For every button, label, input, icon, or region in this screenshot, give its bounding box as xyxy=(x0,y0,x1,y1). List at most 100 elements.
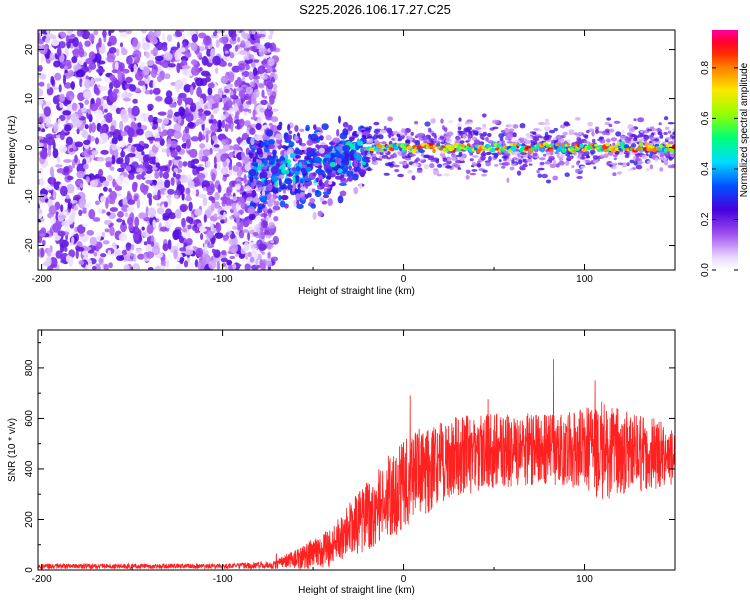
spectrogram-cell xyxy=(259,107,265,113)
spectrogram-cell xyxy=(280,160,288,164)
spectrogram-cell xyxy=(654,157,659,162)
spectrogram-cell xyxy=(371,153,377,157)
spectrogram-cell xyxy=(496,143,502,148)
y-axis-label: Frequency (Hz) xyxy=(7,116,18,185)
spectrogram-cell xyxy=(210,48,216,59)
spectrogram-cell xyxy=(612,172,617,177)
spectrogram-cell xyxy=(182,94,187,102)
spectrogram-cell xyxy=(166,114,173,119)
spectrogram-cell xyxy=(130,252,134,257)
spectrogram-cell xyxy=(91,265,97,270)
spectrogram-cell xyxy=(93,77,103,82)
spectrogram-cell xyxy=(258,47,265,57)
spectrogram-cell xyxy=(248,213,256,221)
spectrogram-cell xyxy=(523,139,529,143)
spectrogram-cell xyxy=(562,131,568,136)
spectrogram-cell xyxy=(215,67,219,74)
spectrogram-cell xyxy=(436,142,441,147)
spectrogram-cell xyxy=(122,219,126,226)
spectrogram-cell xyxy=(286,159,291,165)
spectrogram-cell xyxy=(50,216,56,226)
spectrogram-cell xyxy=(74,141,84,148)
spectrogram-cell xyxy=(519,165,525,171)
spectrogram-cell xyxy=(85,176,90,183)
spectrogram-cell xyxy=(281,145,288,149)
spectrogram-cell xyxy=(99,132,109,143)
spectrogram-cell xyxy=(203,35,212,46)
spectrogram-cell xyxy=(321,123,329,131)
spectrogram-cell xyxy=(335,146,341,151)
spectrogram-cell xyxy=(347,176,353,182)
spectrogram-cell xyxy=(239,50,248,55)
spectrogram-cell xyxy=(353,186,359,195)
spectrogram-cell xyxy=(485,136,489,142)
spectrogram-cell xyxy=(75,246,85,252)
spectrogram-cell xyxy=(270,256,279,262)
spectrogram-cell xyxy=(249,174,254,183)
spectrogram-cell xyxy=(89,62,97,70)
spectrogram-cell xyxy=(131,263,141,270)
spectrogram-cell xyxy=(560,124,566,129)
spectrogram-cell xyxy=(252,232,259,236)
spectrogram-cell xyxy=(250,137,255,146)
spectrogram-cell xyxy=(239,210,243,216)
spectrogram-cell xyxy=(254,140,260,144)
spectrogram-cell xyxy=(472,155,479,158)
spectrogram-cell xyxy=(246,100,251,105)
spectrogram-cell xyxy=(492,126,499,130)
spectrogram-cell xyxy=(87,108,92,115)
spectrogram-cell xyxy=(349,136,355,142)
spectrogram-cell xyxy=(224,111,229,119)
spectrogram-cell xyxy=(545,179,552,184)
spectrogram-cell xyxy=(649,164,654,170)
spectrogram-cell xyxy=(60,204,64,212)
spectrogram-cell xyxy=(613,120,621,124)
spectrogram-cell xyxy=(630,127,636,133)
spectrogram-cell xyxy=(261,89,265,98)
spectrogram-cell xyxy=(591,138,596,143)
spectrogram-cell xyxy=(595,126,600,130)
spectrogram-cell xyxy=(102,180,110,187)
spectrogram-cell xyxy=(149,89,153,95)
spectrogram-cell xyxy=(232,196,238,202)
spectrogram-cell xyxy=(179,174,189,184)
spectrogram-cell xyxy=(40,218,45,223)
spectrogram-cell xyxy=(124,154,130,166)
spectrogram-cell xyxy=(305,124,310,132)
spectrogram-cell xyxy=(78,260,85,266)
spectrogram-cell xyxy=(585,141,591,144)
spectrogram-cell xyxy=(295,155,301,159)
spectrogram-cell xyxy=(58,84,62,93)
spectrogram-cell xyxy=(401,151,407,157)
spectrogram-cell xyxy=(44,116,52,125)
spectrogram-cell xyxy=(38,65,43,72)
spectrogram-cell xyxy=(244,252,249,260)
spectrogram-cell xyxy=(461,144,465,148)
spectrogram-cell xyxy=(182,65,191,70)
spectrogram-cell xyxy=(466,143,471,147)
spectrogram-cell xyxy=(173,194,179,199)
spectrogram-cell xyxy=(284,180,291,184)
spectrogram-cell xyxy=(155,96,163,102)
spectrogram-cell xyxy=(424,121,431,127)
spectrogram-cell xyxy=(116,48,120,56)
spectrogram-cell xyxy=(334,175,343,180)
spectrogram-cell xyxy=(166,34,173,42)
spectrogram-cell xyxy=(182,41,187,48)
spectrogram-cell xyxy=(118,232,127,242)
spectrogram-cell xyxy=(142,66,150,76)
spectrogram-cell xyxy=(538,128,543,132)
spectrogram-cell xyxy=(614,145,619,149)
spectrogram-cell xyxy=(228,238,237,246)
spectrogram-cell xyxy=(152,116,159,125)
spectrogram-cell xyxy=(481,127,487,131)
spectrogram-cell xyxy=(300,178,304,185)
spectrogram-cell xyxy=(133,143,142,148)
spectrogram-cell xyxy=(87,249,95,254)
spectrogram-cell xyxy=(493,153,499,159)
spectrogram-cell xyxy=(165,260,170,269)
spectrogram-cell xyxy=(647,160,652,164)
spectrogram-cell xyxy=(84,99,90,105)
spectrogram-cell xyxy=(565,160,570,166)
